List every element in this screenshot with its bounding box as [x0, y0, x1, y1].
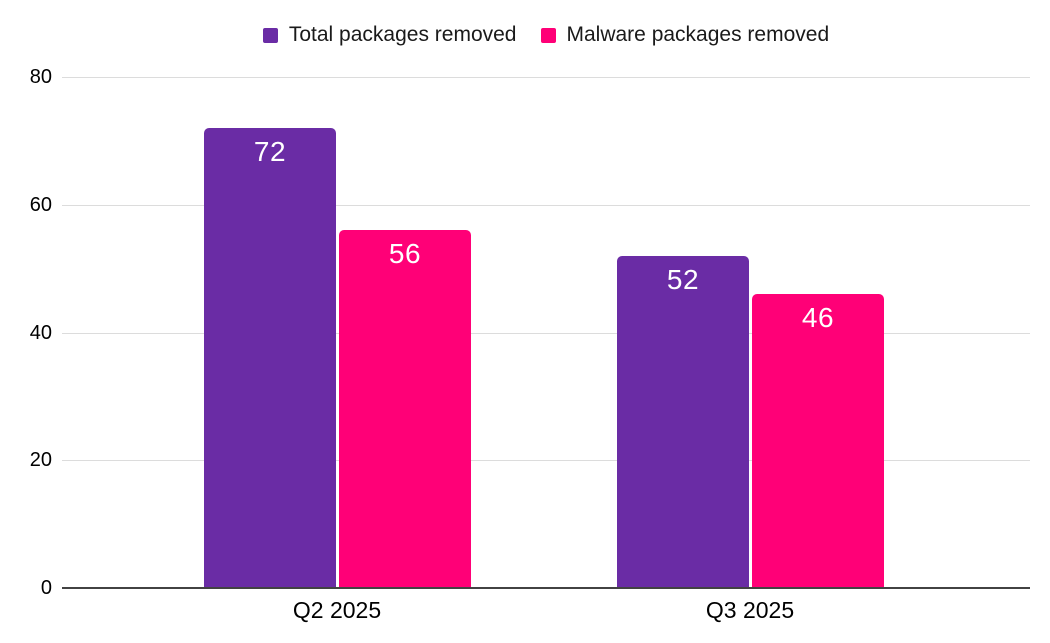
gridline-40: [62, 333, 1030, 334]
y-tick-label-0: 0: [40, 577, 52, 599]
legend-item-malware-packages: Malware packages removed: [540, 23, 830, 47]
legend-swatch-total-packages: [262, 27, 278, 43]
bar-value-total-q2-2025: 72: [253, 136, 287, 167]
x-label-q3-2025: Q3 2025: [705, 597, 795, 623]
x-label-q2-2025: Q2 2025: [292, 597, 382, 623]
bar-total-q2-2025: 72: [204, 128, 336, 588]
bar-value-malware-q3-2025: 46: [801, 302, 835, 333]
chart-legend: Total packages removed Malware packages …: [62, 20, 1030, 50]
y-tick-label-80: 80: [29, 66, 52, 88]
y-tick-label-60: 60: [29, 194, 52, 216]
legend-item-total-packages: Total packages removed: [262, 23, 517, 47]
bar-total-q3-2025: 52: [617, 256, 749, 588]
y-tick-label-40: 40: [29, 322, 52, 344]
bar-value-malware-q2-2025: 56: [388, 238, 422, 269]
gridline-80: [62, 77, 1030, 78]
x-axis-baseline: [62, 587, 1030, 589]
bar-malware-q2-2025: 56: [339, 230, 471, 588]
legend-label-malware-packages: Malware packages removed: [566, 23, 830, 46]
y-tick-label-20: 20: [29, 449, 52, 471]
legend-label-total-packages: Total packages removed: [288, 23, 517, 46]
gridline-60: [62, 205, 1030, 206]
x-axis: Q2 2025 Q3 2025: [62, 597, 1030, 629]
gridline-20: [62, 460, 1030, 461]
bar-malware-q3-2025: 46: [752, 294, 884, 588]
bar-value-total-q3-2025: 52: [666, 264, 700, 295]
plot-area: 72 56 52 46: [62, 77, 1030, 589]
legend-swatch-malware-packages: [540, 27, 556, 43]
